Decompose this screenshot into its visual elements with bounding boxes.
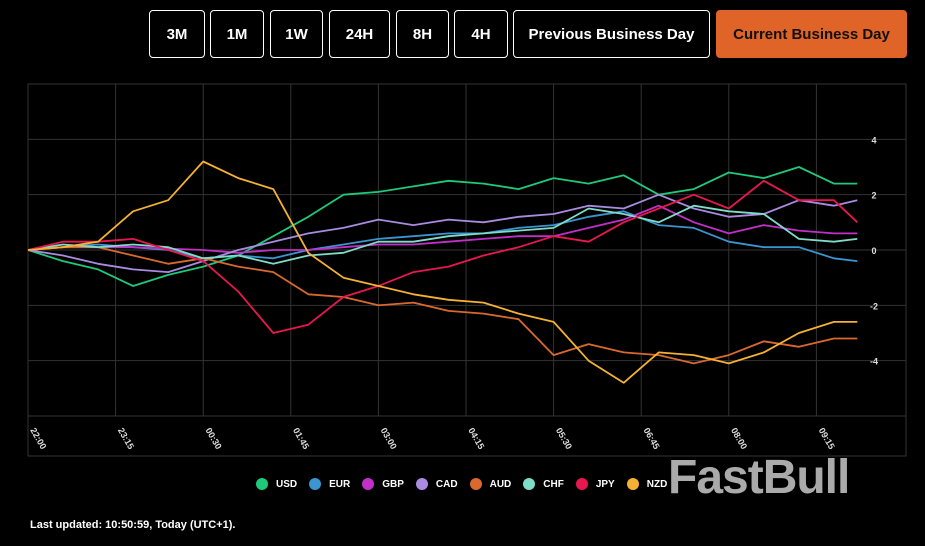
range-button-4h[interactable]: 4H [454,10,508,58]
range-button-1m[interactable]: 1M [210,10,264,58]
chart-legend: USD EUR GBP CAD AUD CHF JPY NZD [256,478,679,490]
legend-item-aud[interactable]: AUD [469,478,512,490]
legend-dot-icon [626,478,639,490]
legend-item-chf[interactable]: CHF [523,478,564,490]
x-tick-label: 04:15 [466,426,486,451]
x-tick-label: 00:30 [203,426,223,451]
legend-label: USD [276,478,298,490]
legend-item-jpy[interactable]: JPY [575,478,615,490]
x-tick-label: 05:30 [554,426,574,451]
legend-label: CAD [435,478,458,490]
legend-dot-icon [309,478,322,490]
legend-item-eur[interactable]: EUR [309,478,350,490]
y-tick-label: 4 [871,135,876,145]
legend-label: NZD [646,478,668,490]
series-line-gbp [27,204,858,254]
legend-dot-icon [469,478,482,490]
range-button-current-business-day[interactable]: Current Business Day [716,10,907,58]
series-line-usd [27,166,858,287]
series-line-cad [27,193,858,274]
legend-label: AUD [489,478,512,490]
currency-strength-chart: 22:00 23:15 00:30 01:45 03:00 04:15 05:30 06:45… [27,83,907,457]
y-tick-label: -4 [870,357,878,367]
series-line-chf [27,204,858,265]
legend-item-usd[interactable]: USD [256,478,297,490]
x-tick-label: 03:00 [379,426,399,451]
x-tick-label: 08:00 [729,426,749,451]
legend-label: GBP [382,478,404,490]
x-tick-label: 01:45 [291,426,311,451]
range-button-1w[interactable]: 1W [270,10,323,58]
legend-label: JPY [595,478,615,490]
legend-dot-icon [362,478,375,490]
y-tick-label: -2 [870,301,878,311]
y-tick-label: 2 [871,191,876,201]
x-tick-label: 23:15 [116,426,136,451]
series-line-jpy [27,179,858,334]
x-tick-label: 06:45 [641,426,661,451]
range-button-8h[interactable]: 8H [396,10,449,58]
range-button-3m[interactable]: 3M [149,10,205,58]
legend-dot-icon [575,478,588,490]
series-line-nzd [27,160,858,384]
legend-dot-icon [523,478,536,490]
legend-dot-icon [256,478,268,490]
legend-label: EUR [329,478,351,490]
last-updated-text: Last updated: 10:50:59, Today (UTC+1). [30,519,236,531]
legend-label: CHF [543,478,564,490]
legend-dot-icon [415,478,428,490]
x-tick-label: 22:00 [28,426,48,451]
legend-item-gbp[interactable]: GBP [362,478,404,490]
y-tick-label: 0 [871,246,876,256]
series-line-eur [27,210,858,262]
x-tick-label: 09:15 [817,426,837,451]
fastbull-watermark: FastBull [668,451,850,504]
legend-item-cad[interactable]: CAD [415,478,458,490]
range-button-previous-business-day[interactable]: Previous Business Day [513,10,710,58]
series-line-aud [27,246,858,365]
range-button-24h[interactable]: 24H [329,10,390,58]
legend-item-nzd[interactable]: NZD [626,478,668,490]
